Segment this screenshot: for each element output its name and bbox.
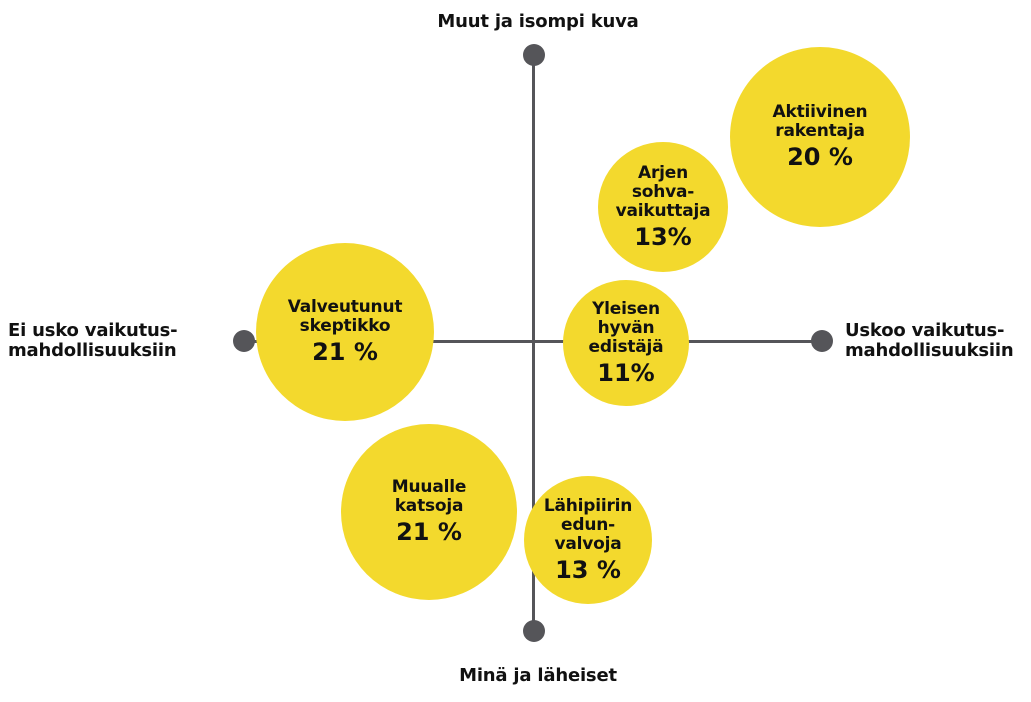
segment-name-line: Muualle bbox=[391, 477, 467, 497]
segment-name-line: Yleisen bbox=[592, 298, 660, 319]
segment-name-line: valvoja bbox=[554, 533, 622, 554]
axis-endpoint-bottom bbox=[523, 620, 545, 642]
segment-name-line: skeptikko bbox=[299, 316, 391, 336]
axis-endpoint-left bbox=[233, 330, 255, 352]
segment-yleisen-hyvan-edistaja: Yleisen hyvän edistäjä 11% bbox=[563, 280, 689, 406]
segment-name-line: rakentaja bbox=[775, 121, 865, 141]
segment-name-line: Aktiivinen bbox=[772, 102, 868, 122]
segment-name-line: Lähipiirin bbox=[543, 495, 633, 516]
segment-percent: 13% bbox=[634, 222, 692, 251]
segment-name-line: Valveutunut bbox=[287, 297, 403, 317]
segment-valveutunut-skeptikko: Valveutunut skeptikko 21 % bbox=[256, 243, 434, 421]
segment-name-line: edistäjä bbox=[588, 336, 664, 357]
segment-name-line: edun- bbox=[561, 514, 615, 535]
axis-label-bottom: Minä ja läheiset bbox=[459, 665, 617, 686]
segment-aktiivinen-rakentaja: Aktiivinen rakentaja 20 % bbox=[730, 47, 910, 227]
segment-name-line: Arjen bbox=[637, 162, 688, 183]
segment-muualle-katsoja: Muualle katsoja 21 % bbox=[341, 424, 517, 600]
segment-name-line: hyvän bbox=[597, 317, 655, 338]
segment-name-line: katsoja bbox=[394, 496, 464, 516]
axis-label-top: Muut ja isompi kuva bbox=[437, 11, 639, 32]
vertical-axis bbox=[532, 55, 535, 632]
axis-label-right: Uskoo vaikutus- mahdollisuuksiin bbox=[845, 320, 1014, 361]
axis-label-left: Ei usko vaikutus- mahdollisuuksiin bbox=[8, 320, 178, 361]
segment-lahipiirin-edunvalvoja: Lähipiirin edun- valvoja 13 % bbox=[524, 476, 652, 604]
axis-endpoint-top bbox=[523, 44, 545, 66]
segment-percent: 20 % bbox=[787, 143, 853, 171]
segment-percent: 13 % bbox=[555, 555, 621, 584]
segment-name-line: vaikuttaja bbox=[615, 200, 711, 221]
axis-endpoint-right bbox=[811, 330, 833, 352]
segment-percent: 21 % bbox=[312, 338, 378, 366]
segment-percent: 21 % bbox=[396, 518, 462, 546]
segment-name-line: sohva- bbox=[631, 181, 695, 202]
segment-arjen-sohvavaikuttaja: Arjen sohva- vaikuttaja 13% bbox=[598, 142, 728, 272]
segment-percent: 11% bbox=[597, 358, 655, 387]
